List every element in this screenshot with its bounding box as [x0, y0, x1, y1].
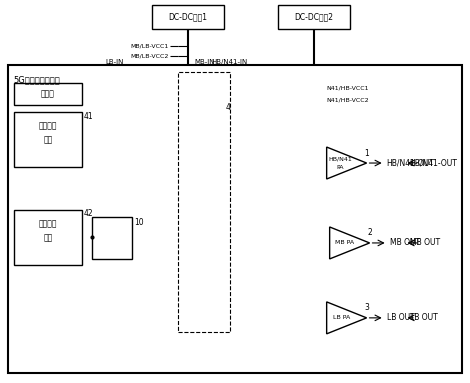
Polygon shape [327, 302, 367, 334]
Text: 42: 42 [84, 210, 94, 218]
Text: MB/LB-VCC2: MB/LB-VCC2 [131, 54, 169, 59]
Text: 第二偏置: 第二偏置 [39, 219, 57, 229]
Text: N41/HB-VCC1: N41/HB-VCC1 [327, 86, 369, 91]
Bar [152, 5, 224, 29]
Text: MB PA: MB PA [335, 241, 354, 246]
Bar [92, 217, 132, 259]
Text: LB PA: LB PA [333, 315, 350, 320]
Bar [14, 83, 82, 105]
Text: 4: 4 [226, 103, 231, 111]
Text: MB OUT: MB OUT [390, 239, 420, 247]
Text: HB/N41-IN: HB/N41-IN [212, 59, 248, 65]
Bar [178, 72, 230, 332]
Text: LB OUT: LB OUT [387, 313, 415, 322]
Text: DC-DC电条1: DC-DC电条1 [168, 13, 207, 22]
Text: N41/HB-VCC2: N41/HB-VCC2 [327, 98, 369, 103]
Text: HB/N41-OUT: HB/N41-OUT [409, 159, 457, 167]
Bar [14, 210, 82, 265]
Bar [14, 112, 82, 167]
Text: PA: PA [336, 165, 344, 170]
Text: MB/LB-VCC1: MB/LB-VCC1 [131, 44, 169, 49]
Text: DC-DC电条2: DC-DC电条2 [294, 13, 333, 22]
Text: HB/N41-OUT: HB/N41-OUT [387, 159, 434, 167]
Bar [278, 5, 350, 29]
Text: 1: 1 [365, 149, 369, 157]
Text: HB/N41: HB/N41 [328, 157, 352, 162]
Text: 41: 41 [84, 111, 94, 121]
Bar [8, 65, 462, 373]
Text: 10: 10 [134, 218, 143, 228]
Polygon shape [327, 147, 367, 179]
Text: MB OUT: MB OUT [409, 239, 440, 247]
Text: 电路: 电路 [43, 234, 53, 242]
Polygon shape [329, 227, 369, 259]
Text: 2: 2 [368, 228, 372, 237]
Text: 电路: 电路 [43, 136, 53, 144]
Text: 控制器: 控制器 [41, 90, 55, 98]
Text: 5G功率放大器架构: 5G功率放大器架构 [13, 75, 60, 84]
Text: LB-IN: LB-IN [106, 59, 124, 65]
Text: MB-IN: MB-IN [195, 59, 215, 65]
Text: LB OUT: LB OUT [409, 313, 437, 322]
Text: 3: 3 [365, 303, 369, 313]
Text: 第一偏置: 第一偏置 [39, 121, 57, 131]
